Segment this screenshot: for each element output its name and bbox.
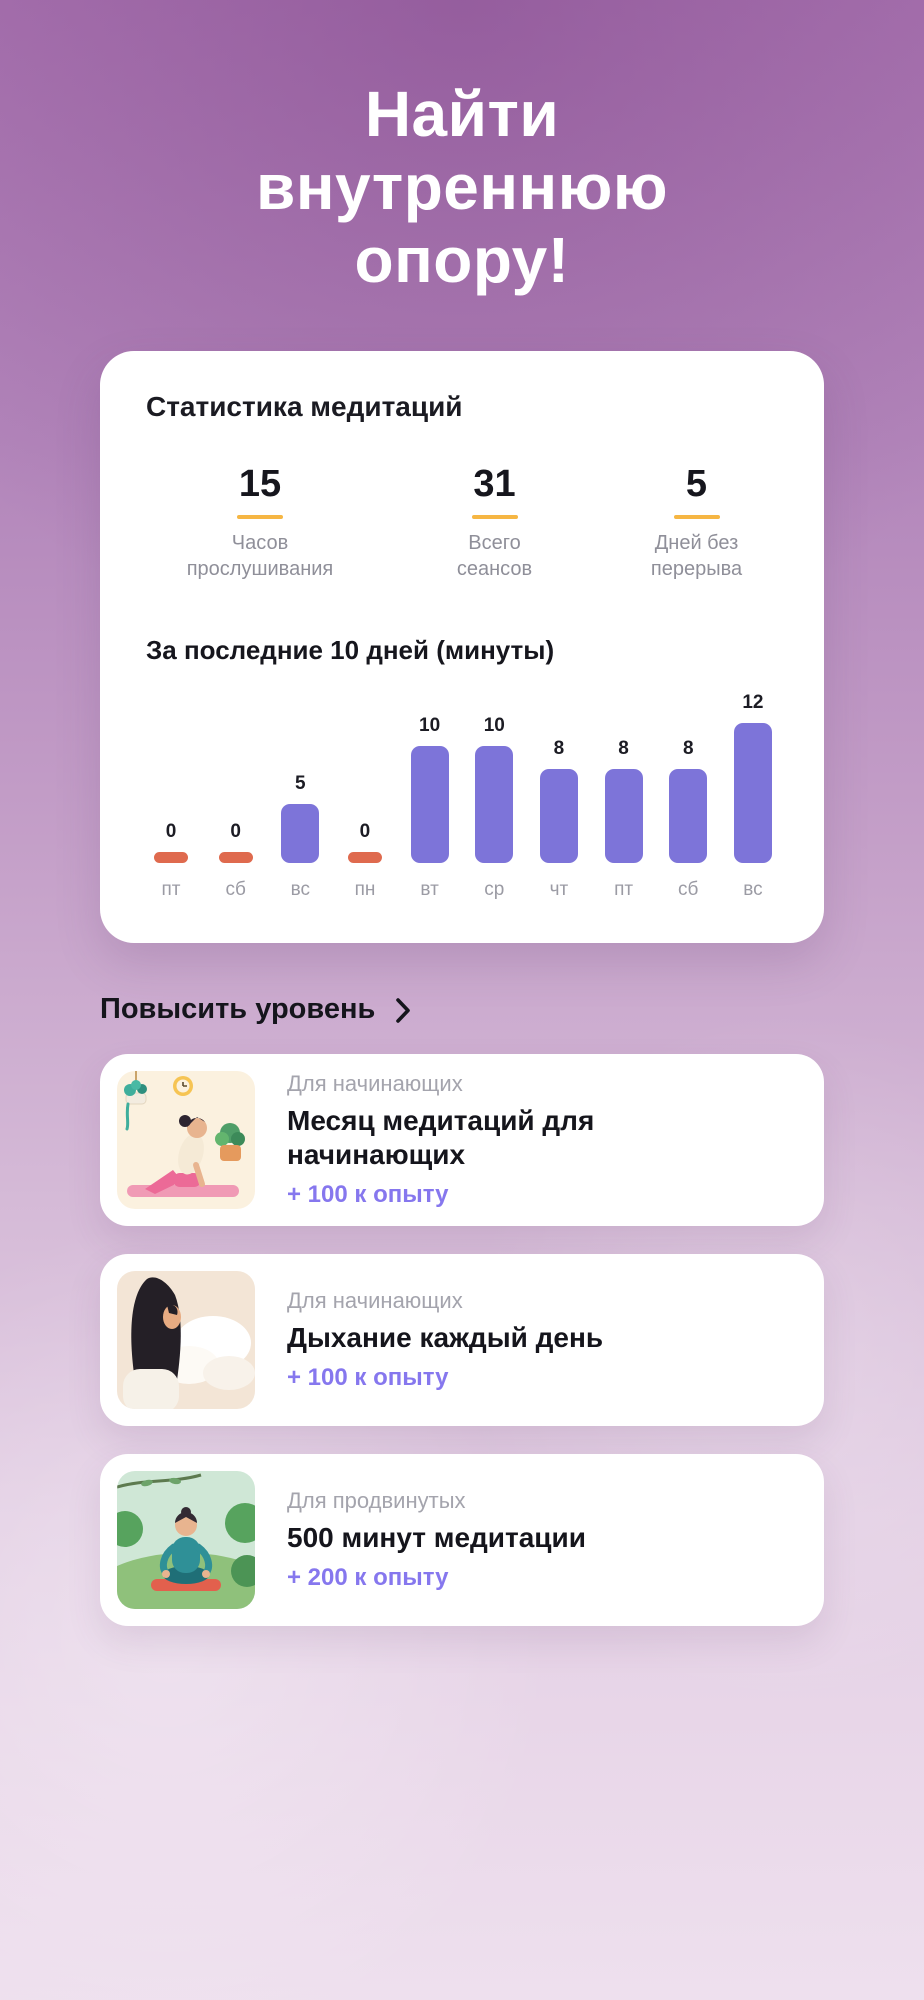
level-up-title: Повысить уровень bbox=[100, 992, 376, 1025]
bar-day-label: вт bbox=[420, 878, 439, 900]
stats-card: Статистика медитаций 15 Часов прослушива… bbox=[100, 350, 824, 943]
bar bbox=[281, 803, 320, 863]
course-tag: Для продвинутых bbox=[287, 1487, 466, 1513]
stats-row: 15 Часов прослушивания 31 Всего сеансов … bbox=[146, 463, 778, 583]
course-title: Дыхание каждый день bbox=[287, 1321, 604, 1353]
stat-hours: 15 Часов прослушивания bbox=[160, 463, 360, 583]
hero-title-line: опору! bbox=[354, 223, 570, 296]
stat-label: Дней без перерыва bbox=[650, 531, 743, 581]
bar bbox=[410, 745, 449, 863]
course-text: Для начинающих Месяц медитаций для начин… bbox=[287, 1071, 804, 1209]
course-title: 500 минут медитации bbox=[287, 1521, 586, 1553]
bar-day-label: вс bbox=[743, 878, 763, 900]
stat-value: 31 bbox=[473, 462, 516, 505]
bar-value: 12 bbox=[742, 691, 764, 713]
bar-value: 8 bbox=[618, 737, 629, 759]
course-title: Месяц медитаций для начинающих bbox=[287, 1104, 595, 1170]
stat-label: Часов прослушивания bbox=[186, 531, 334, 581]
bar-column: 0 сб bbox=[213, 821, 259, 901]
chart-title: За последние 10 дней (минуты) bbox=[146, 634, 555, 665]
bar bbox=[669, 768, 708, 863]
bar bbox=[539, 768, 578, 863]
bar-column: 12 вс bbox=[730, 692, 776, 901]
course-xp-badge: + 100 к опыту bbox=[287, 1180, 449, 1208]
zero-bar bbox=[154, 851, 188, 863]
bar-day-label: пн bbox=[354, 878, 376, 900]
bar-value: 8 bbox=[553, 737, 565, 759]
course-text: Для продвинутых 500 минут медитации + 20… bbox=[287, 1488, 804, 1592]
bar-value: 0 bbox=[165, 820, 177, 842]
chevron-right-icon bbox=[395, 997, 412, 1024]
stat-label: Всего сеансов bbox=[456, 531, 533, 581]
bar-day-label: ср bbox=[484, 878, 505, 900]
hero-title-line: внутреннюю bbox=[255, 150, 669, 223]
stat-underline bbox=[673, 514, 720, 519]
bar-day-label: вс bbox=[290, 878, 310, 900]
stat-underline bbox=[237, 514, 283, 519]
stat-sessions: 31 Всего сеансов bbox=[437, 463, 552, 583]
bar-value: 0 bbox=[359, 820, 371, 842]
level-up-link[interactable]: Повысить уровень bbox=[100, 993, 824, 1026]
course-illustration-breathing-woman bbox=[117, 1270, 255, 1409]
bar-column: 8 пт bbox=[601, 738, 647, 901]
hero-title: Найти внутреннюю опору! bbox=[0, 78, 924, 297]
bar-value: 10 bbox=[419, 714, 441, 736]
stat-value: 15 bbox=[238, 462, 282, 505]
stats-card-title: Статистика медитаций bbox=[146, 390, 463, 422]
course-illustration-yoga-room bbox=[117, 1070, 255, 1209]
course-tag: Для начинающих bbox=[287, 1070, 463, 1096]
course-text: Для начинающих Дыхание каждый день + 100… bbox=[287, 1288, 804, 1392]
course-xp-badge: + 200 к опыту bbox=[287, 1564, 449, 1592]
course-card-daily-breathing[interactable]: Для начинающих Дыхание каждый день + 100… bbox=[100, 1253, 824, 1426]
bar-column: 5 вс bbox=[277, 773, 323, 901]
bar-day-label: сб bbox=[678, 878, 699, 900]
bar-column: 8 сб bbox=[665, 738, 711, 901]
stat-underline bbox=[471, 514, 518, 519]
bar-day-label: сб bbox=[225, 878, 246, 900]
stat-streak: 5 Дней без перерыва bbox=[629, 463, 764, 583]
bar-day-label: пт bbox=[161, 878, 181, 900]
bar bbox=[604, 768, 643, 863]
bar-value: 10 bbox=[483, 714, 505, 736]
course-card-month-of-meditations[interactable]: Для начинающих Месяц медитаций для начин… bbox=[100, 1053, 824, 1226]
course-card-500-minutes[interactable]: Для продвинутых 500 минут медитации + 20… bbox=[100, 1453, 824, 1626]
hero-title-line: Найти bbox=[364, 78, 560, 150]
bar-value: 0 bbox=[230, 820, 241, 842]
bar-column: 0 пн bbox=[342, 821, 388, 901]
bar-chart: 0 пт 0 сб 5 вс 0 пн 10 вт 10 ср 8 чт 8 пт 8 сб 12 вс bbox=[146, 692, 778, 901]
bar-column: 0 пт bbox=[148, 821, 194, 901]
bar bbox=[733, 722, 772, 863]
course-xp-badge: + 100 к опыту bbox=[287, 1364, 449, 1392]
bar-day-label: пт bbox=[614, 878, 634, 900]
zero-bar bbox=[347, 851, 382, 863]
course-illustration-outdoor-meditation bbox=[117, 1470, 255, 1609]
bar-column: 10 ср bbox=[471, 715, 517, 901]
bar-value: 8 bbox=[682, 737, 694, 759]
bar-day-label: чт bbox=[549, 878, 569, 900]
bar-value: 5 bbox=[295, 772, 306, 794]
zero-bar bbox=[218, 851, 253, 863]
bar bbox=[475, 745, 514, 863]
stat-value: 5 bbox=[685, 462, 708, 505]
bar-column: 8 чт bbox=[536, 738, 582, 901]
course-tag: Для начинающих bbox=[287, 1287, 463, 1313]
bar-column: 10 вт bbox=[407, 715, 453, 901]
